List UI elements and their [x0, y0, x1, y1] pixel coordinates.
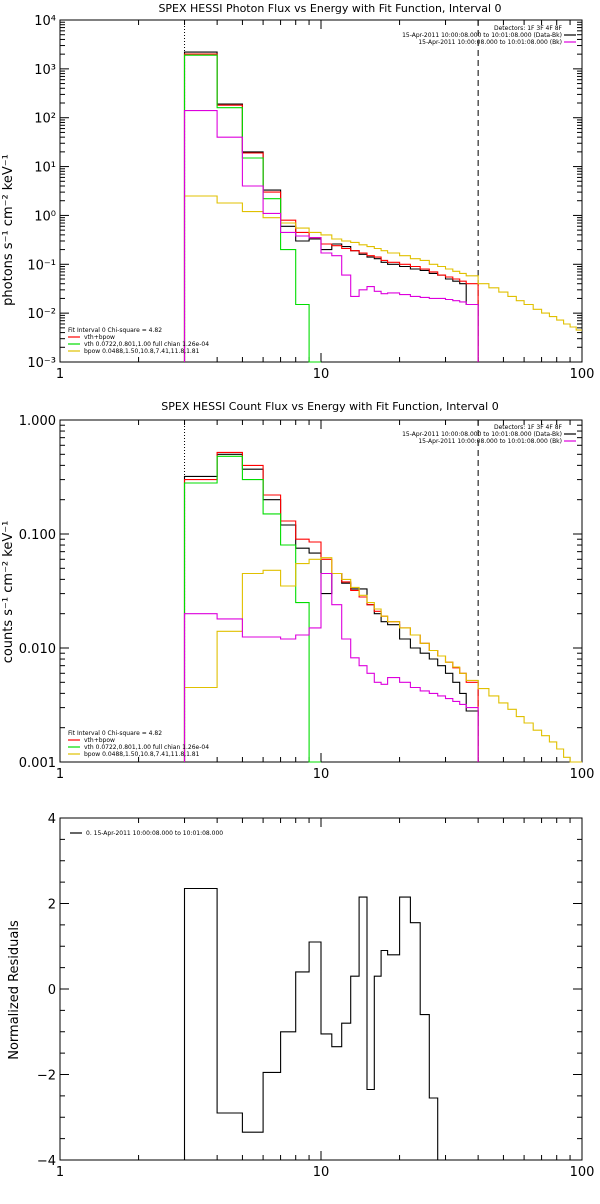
residuals-y-ticks: −4 −2 0 2 4 [37, 812, 582, 1169]
y-tick-label: 10² [34, 112, 56, 127]
x-tick-label: 1 [56, 767, 64, 782]
count-legend-detectors: Detectors: 1F 3F 4F 8F [494, 424, 563, 431]
count-legend-data: 15-Apr-2011 10:00:08.000 to 10:01:08.000… [402, 431, 562, 438]
y-tick-label: −2 [37, 1069, 56, 1084]
photon-plot-frame [59, 19, 583, 363]
count-y-ticks: 0.001 0.010 0.100 1.000 [19, 414, 582, 771]
series-0-15-apr-2011-10-00-08-000-to-10-01-08-000-line [183, 887, 439, 1160]
count-legend-top-right: Detectors: 1F 3F 4F 8F 15-Apr-2011 10:00… [402, 424, 576, 445]
count-legend-bk: 15-Apr-2011 10:00:08.000 to 10:01:08.000… [418, 438, 562, 445]
y-tick-label: 10⁴ [34, 14, 56, 29]
x-tick-label: 1 [56, 1165, 64, 1180]
photon-panel-title: SPEX HESSI Photon Flux vs Energy with Fi… [158, 2, 501, 15]
count-x-ticks: 1 10 100 [56, 420, 595, 782]
y-tick-label: −4 [37, 1154, 56, 1169]
series-vth-bpow-line [183, 451, 479, 762]
photon-legend-data: 15-Apr-2011 10:00:08.000 to 10:01:08.000… [402, 32, 562, 39]
photon-range-lines [184, 20, 479, 362]
photon-legend-top-right: Detectors: 1F 3F 4F 8F 15-Apr-2011 10:00… [402, 25, 576, 46]
y-tick-label: 0.001 [19, 756, 56, 771]
y-tick-label: 2 [48, 898, 56, 913]
x-tick-label: 100 [570, 1165, 595, 1180]
y-tick-label: 1.000 [19, 414, 56, 429]
y-tick-label: 0.010 [19, 642, 56, 657]
y-tick-label: 10¹ [34, 161, 56, 176]
photon-flux-panel: SPEX HESSI Photon Flux vs Energy with Fi… [1, 2, 594, 382]
count-legend-vth: vth 0.0722,0.801,1.00 full chian 1.26e-0… [84, 744, 209, 751]
series-vth-bpow-line [183, 53, 479, 362]
series-data-bk-line [183, 51, 479, 362]
series-bpow-line [183, 557, 582, 763]
photon-legend-bk: 15-Apr-2011 10:00:08.000 to 10:01:08.000… [418, 39, 562, 46]
photon-y-ticks: 10⁻³ 10⁻² 10⁻¹ 10⁰ 10¹ 10² 10³ 10⁴ [27, 14, 582, 371]
x-tick-label: 10 [313, 1165, 330, 1180]
series-bpow-line [183, 195, 582, 362]
y-tick-label: 10³ [34, 63, 56, 78]
y-tick-label: 0.100 [19, 528, 56, 543]
series-bk-line [183, 110, 479, 362]
residuals-panel-ylabel: Normalized Residuals [7, 920, 22, 1060]
x-tick-label: 100 [570, 367, 595, 382]
x-tick-label: 10 [313, 767, 330, 782]
photon-panel-ylabel: photons s⁻¹ cm⁻² keV⁻¹ [1, 154, 16, 306]
photon-series [183, 51, 582, 363]
count-legend-bottom-left: Fit Interval 0 Chi-square = 4.82 vth+bpo… [68, 730, 209, 758]
y-tick-label: 4 [48, 812, 56, 827]
x-tick-label: 10 [313, 367, 330, 382]
series-data-bk-line [183, 453, 479, 762]
count-panel-title: SPEX HESSI Count Flux vs Energy with Fit… [161, 400, 498, 413]
photon-legend-bpow: bpow 0.0488,1.50,10.8,7.41,11.8,1.81 [84, 348, 200, 355]
series-vth-line [183, 54, 321, 363]
count-legend-bpow: bpow 0.0488,1.50,10.8,7.41,11.8,1.81 [84, 751, 200, 758]
residuals-panel: Normalized Residuals 1 10 100 −4 −2 0 2 4 0. 1… [7, 812, 594, 1180]
count-legend-total: vth+bpow [84, 737, 115, 744]
photon-legend-vth: vth 0.0722,0.801,1.00 full chian 1.26e-0… [84, 341, 209, 348]
x-tick-label: 100 [570, 767, 595, 782]
residuals-legend-label: 0. 15-Apr-2011 10:00:08.000 to 10:01:08.… [86, 830, 223, 837]
photon-fit-chisq: Fit Interval 0 Chi-square = 4.82 [68, 327, 162, 334]
photon-legend-detectors: Detectors: 1F 3F 4F 8F [494, 25, 563, 32]
y-tick-label: 10⁰ [34, 209, 56, 224]
photon-legend-total: vth+bpow [84, 334, 115, 341]
photon-legend-bottom-left: Fit Interval 0 Chi-square = 4.82 vth+bpo… [68, 327, 209, 355]
series-vth-line [183, 455, 321, 763]
y-tick-label: 10⁻¹ [27, 258, 56, 273]
residuals-legend: 0. 15-Apr-2011 10:00:08.000 to 10:01:08.… [70, 830, 223, 837]
series-bk-line [183, 572, 479, 762]
y-tick-label: 0 [48, 983, 56, 998]
residuals-series [183, 887, 439, 1160]
residuals-x-ticks: 1 10 100 [56, 818, 595, 1180]
y-tick-label: 10⁻² [27, 307, 56, 322]
x-tick-label: 1 [56, 367, 64, 382]
count-series [183, 451, 582, 763]
y-tick-label: 10⁻³ [27, 356, 56, 371]
count-flux-panel: SPEX HESSI Count Flux vs Energy with Fit… [1, 400, 594, 782]
count-fit-chisq: Fit Interval 0 Chi-square = 4.82 [68, 730, 162, 737]
count-panel-ylabel: counts s⁻¹ cm⁻² keV⁻¹ [1, 521, 16, 664]
